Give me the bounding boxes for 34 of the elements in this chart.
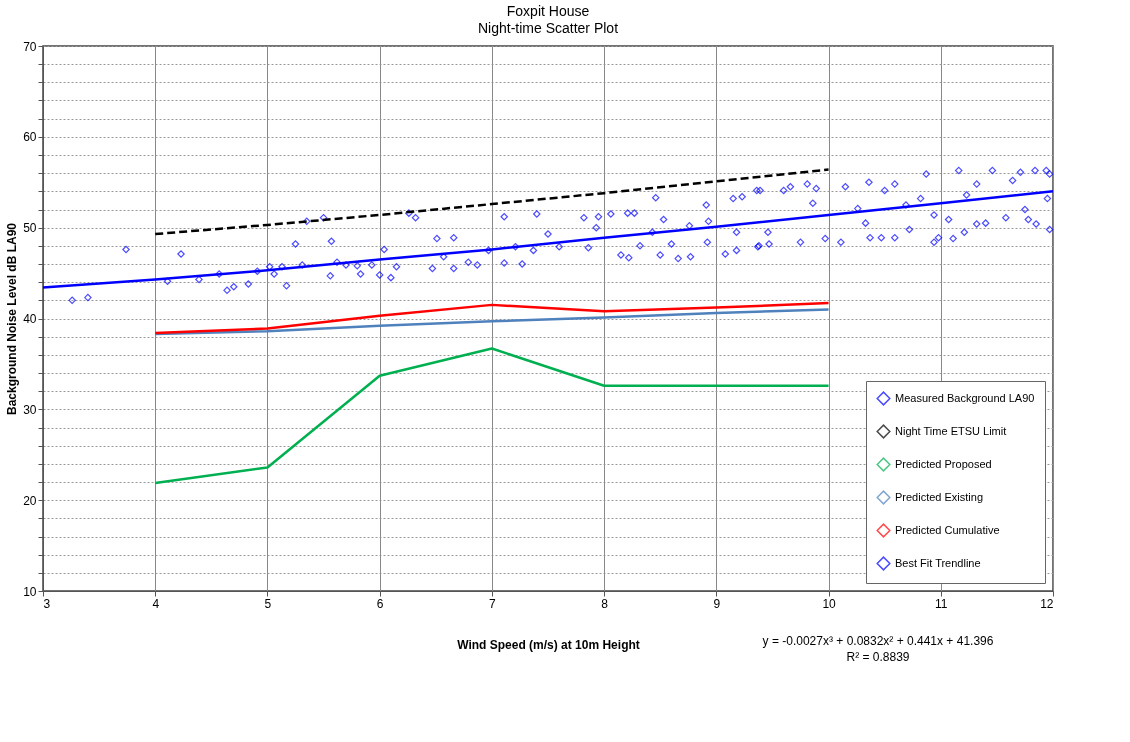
text: y = -0.0027x³ + 0.0832x² + 0.441x + 41.396 (762, 634, 994, 648)
legend-label: Predicted Existing (895, 490, 984, 503)
y-tick-label: 50 (23, 221, 37, 236)
x-tick-label: 6 (376, 596, 384, 611)
line-series (153, 301, 830, 335)
chart-subtitle: Night-time Scatter Plot (477, 20, 619, 36)
y-axis-title: Background Noise Level dB LA90 (5, 222, 20, 416)
legend-label: Best Fit Trendline (895, 556, 981, 569)
x-tick-label: 7 (489, 596, 497, 611)
legend-label: Predicted Proposed (895, 457, 992, 470)
x-tick-label: 5 (264, 596, 272, 611)
text: R² = 0.8839 (846, 650, 910, 664)
legend-label: Night Time ETSU Limit (895, 424, 1007, 437)
x-tick-label: 9 (713, 596, 721, 611)
y-tick-label: 30 (23, 402, 37, 417)
line-series (41, 190, 1055, 289)
chart-title: Foxpit House (506, 3, 590, 19)
x-axis-title: Wind Speed (m/s) at 10m Height (457, 637, 640, 652)
line-series (153, 308, 830, 336)
legend-label: Measured Background LA90 (895, 391, 1035, 404)
legend-label: Predicted Cumulative (895, 523, 1000, 536)
y-tick-label: 20 (23, 493, 37, 508)
y-tick-label: 70 (23, 39, 37, 54)
x-tick-label: 4 (152, 596, 160, 611)
x-tick-label: 3 (43, 596, 51, 611)
line-series (153, 347, 830, 485)
line-series (153, 168, 830, 236)
x-tick-label: 11 (935, 596, 948, 611)
x-tick-label: 12 (1040, 596, 1054, 611)
x-tick-label: 10 (822, 596, 837, 611)
y-tick-label: 40 (23, 312, 37, 326)
x-tick-label: 8 (601, 596, 609, 611)
y-tick-label: 60 (23, 130, 37, 145)
y-tick-label: 10 (23, 584, 37, 599)
